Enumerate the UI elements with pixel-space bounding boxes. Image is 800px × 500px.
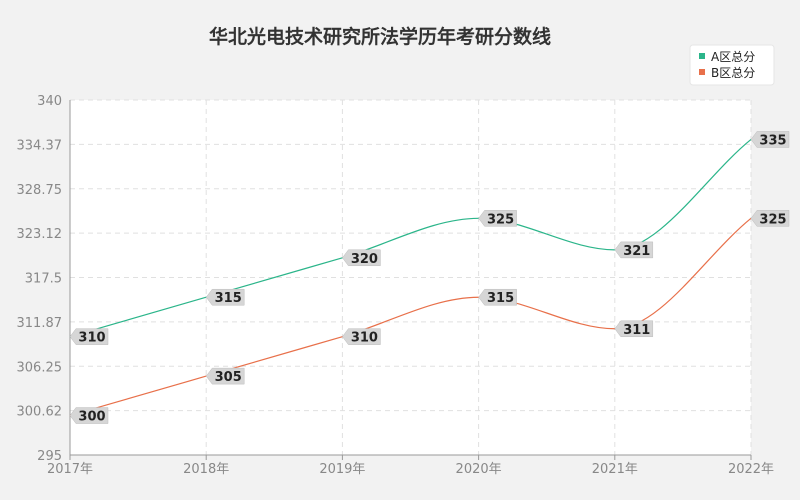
y-tick-label: 323.12 <box>17 227 63 242</box>
y-tick-label: 306.25 <box>17 360 63 375</box>
data-label: 311 <box>623 323 650 338</box>
data-label: 300 <box>78 410 105 425</box>
data-label-tag <box>342 249 381 267</box>
data-label-tag <box>69 328 109 345</box>
x-tick-label: 2017年 <box>47 462 93 477</box>
data-label-tag <box>342 328 381 345</box>
data-label-tag <box>205 367 245 385</box>
x-tick-label: 2019年 <box>319 462 365 477</box>
legend-label-1: B区总分 <box>711 66 755 80</box>
legend-swatch-0 <box>699 53 705 59</box>
data-label: 335 <box>759 133 786 148</box>
data-label-tag <box>750 210 790 227</box>
data-label-tag <box>750 131 790 148</box>
data-label: 320 <box>351 252 378 267</box>
data-label-tag <box>478 210 517 227</box>
legend-box <box>689 44 775 86</box>
data-label-tag <box>478 288 517 306</box>
legend-label-0: A区总分 <box>711 50 755 64</box>
data-label: 321 <box>623 244 650 259</box>
legend-swatch-1 <box>699 69 705 75</box>
data-label: 315 <box>215 291 242 306</box>
y-tick-label: 340 <box>37 94 62 109</box>
chart-title: 华北光电技术研究所法学历年考研分数线 <box>208 26 551 48</box>
x-tick-label: 2020年 <box>456 462 502 477</box>
data-label: 325 <box>487 212 514 227</box>
x-tick-label: 2018年 <box>183 462 229 477</box>
x-tick-label: 2021年 <box>592 462 638 477</box>
data-label-tag <box>614 320 654 338</box>
data-label: 325 <box>759 212 786 227</box>
y-tick-label: 317.5 <box>25 272 62 287</box>
data-label: 310 <box>351 331 378 346</box>
data-label-tag <box>205 288 245 306</box>
y-tick-label: 311.87 <box>17 316 63 331</box>
y-tick-label: 295 <box>37 449 62 464</box>
y-tick-label: 328.75 <box>17 183 63 198</box>
data-label: 315 <box>487 291 514 306</box>
data-label-tag <box>614 241 654 259</box>
data-label-tag <box>69 407 109 424</box>
data-label: 305 <box>215 370 242 385</box>
data-label: 310 <box>78 331 105 346</box>
x-tick-label: 2022年 <box>728 462 774 477</box>
y-tick-label: 300.62 <box>17 405 63 420</box>
y-tick-label: 334.37 <box>17 138 63 153</box>
